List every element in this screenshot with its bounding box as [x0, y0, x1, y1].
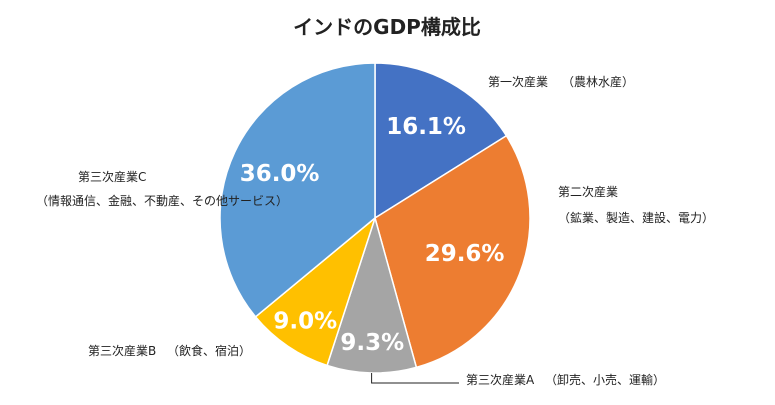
leader-lines	[371, 373, 459, 384]
category-sublabel-primary: （農林水産）	[562, 74, 634, 89]
percent-label-tertiary-c: 36.0%	[240, 161, 320, 187]
pie-slices	[219, 62, 531, 374]
category-sublabel-tertiary-a: （卸売、小売、運輸）	[545, 372, 665, 387]
category-label-tertiary-c: 第三次産業C	[78, 169, 146, 184]
percent-label-tertiary-b: 9.0%	[273, 309, 337, 335]
pie-slice-secondary	[374, 134, 531, 369]
category-sublabel-tertiary-b: （飲食、宿泊）	[167, 343, 251, 358]
category-label-secondary: 第二次産業	[558, 184, 618, 199]
percent-label-secondary: 29.6%	[425, 241, 505, 267]
category-label-tertiary-a: 第三次産業A	[466, 372, 535, 387]
pie-slice-tertiary-b	[254, 215, 377, 367]
leader-line-tertiary-a	[371, 373, 459, 384]
category-label-primary: 第一次産業	[488, 74, 548, 89]
category-label-tertiary-b: 第三次産業B	[88, 343, 156, 358]
category-sublabel-secondary: （鉱業、製造、建設、電力）	[558, 210, 714, 225]
pie-slice-tertiary-a	[326, 215, 418, 374]
pie-slice-tertiary-c	[219, 62, 376, 318]
percent-label-tertiary-a: 9.3%	[340, 330, 404, 356]
category-sublabel-tertiary-c: （情報通信、金融、不動産、その他サービス）	[36, 193, 288, 208]
chart-title: インドのGDP構成比	[293, 15, 481, 39]
category-labels: 第一次産業 （農林水産） 第二次産業 （鉱業、製造、建設、電力） 第三次産業A （卸売、小…	[36, 74, 714, 387]
pie-slice-primary	[374, 62, 508, 220]
percent-labels: 16.1% 29.6% 9.3%9.0% 36.0%	[240, 114, 505, 356]
percent-label-primary: 16.1%	[386, 114, 466, 140]
